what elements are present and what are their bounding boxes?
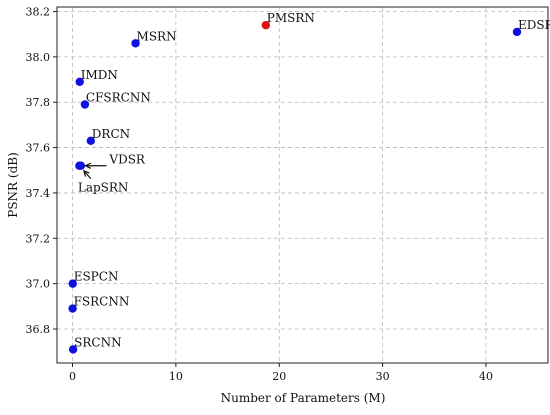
tick-layer: 0 10 20 30 40 36.8 37.0 37.2 37.4 37.6 37.8 38.0 38.… [26, 6, 493, 383]
point-label: DRCN [92, 127, 130, 141]
data-point [512, 27, 522, 37]
point-label: FSRCNN [74, 295, 130, 309]
data-point [131, 39, 140, 48]
x-tick-label: 10 [169, 370, 183, 383]
point-label: EDSR [518, 18, 550, 32]
point-label: PMSRN [267, 11, 315, 25]
point-label: CFSRCNN [86, 91, 151, 105]
data-point [76, 161, 86, 170]
annotation-label: VDSR [108, 153, 146, 167]
y-tick-label: 37.2 [26, 232, 51, 245]
x-tick-label: 30 [376, 370, 390, 383]
x-tick-label: 0 [69, 370, 76, 383]
point-label: SRCNN [74, 335, 121, 349]
point-layer [68, 20, 522, 354]
point-label: IMDN [81, 68, 118, 82]
data-point [68, 279, 77, 288]
annotation-layer: VDSR LapSRN [78, 153, 146, 195]
annotation-arrow-head [84, 162, 92, 169]
annotation-arrow-head [82, 169, 90, 177]
x-axis-label: Number of Parameters (M) [221, 391, 386, 405]
data-point [86, 136, 96, 145]
point-label: MSRN [137, 29, 177, 43]
x-tick-label: 20 [272, 370, 286, 383]
y-tick-label: 38.0 [26, 51, 51, 64]
y-tick-label: 38.2 [26, 6, 51, 19]
y-tick-label: 37.6 [26, 142, 51, 155]
point-label: ESPCN [74, 270, 119, 284]
y-tick-label: 37.8 [26, 96, 51, 109]
data-point [261, 20, 271, 30]
y-axis-label: PSNR (dB) [6, 152, 20, 218]
data-point [75, 77, 84, 87]
y-tick-label: 36.8 [26, 323, 51, 336]
plot-frame [56, 6, 549, 364]
annotation-arrow-line [83, 170, 92, 180]
data-point [68, 304, 77, 313]
data-point [80, 100, 90, 109]
label-layer: SRCNN FSRCNN ESPCN DRCN CFSRCNN IMDN MSRN PMSRN… [74, 11, 550, 349]
y-tick-label: 37.0 [26, 278, 51, 291]
y-tick-label: 37.4 [26, 187, 51, 200]
annotation-label: LapSRN [78, 181, 129, 195]
x-tick-label: 40 [479, 370, 493, 383]
grid-layer [57, 7, 548, 363]
data-point [68, 345, 78, 354]
